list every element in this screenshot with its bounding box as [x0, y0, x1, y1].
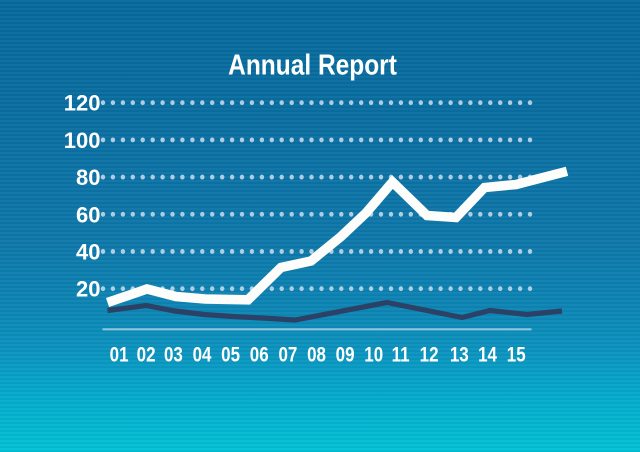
- svg-text:14: 14: [478, 344, 497, 367]
- svg-text:01: 01: [110, 344, 129, 367]
- svg-text:13: 13: [450, 344, 469, 367]
- svg-text:05: 05: [221, 344, 240, 367]
- svg-text:06: 06: [250, 344, 269, 367]
- svg-text:02: 02: [137, 344, 156, 367]
- svg-text:10: 10: [364, 344, 383, 367]
- svg-text:07: 07: [278, 344, 297, 367]
- svg-text:Annual Report: Annual Report: [228, 49, 397, 81]
- svg-text:20: 20: [76, 277, 100, 302]
- svg-text:120: 120: [64, 91, 101, 116]
- svg-text:40: 40: [76, 240, 100, 265]
- svg-text:12: 12: [420, 344, 439, 367]
- svg-text:60: 60: [76, 202, 100, 227]
- svg-text:100: 100: [64, 128, 101, 153]
- svg-text:03: 03: [164, 344, 183, 367]
- svg-text:08: 08: [307, 344, 326, 367]
- svg-text:09: 09: [336, 344, 355, 367]
- svg-text:11: 11: [392, 344, 410, 367]
- svg-text:04: 04: [193, 344, 212, 367]
- svg-text:80: 80: [76, 165, 100, 190]
- svg-text:15: 15: [507, 344, 526, 367]
